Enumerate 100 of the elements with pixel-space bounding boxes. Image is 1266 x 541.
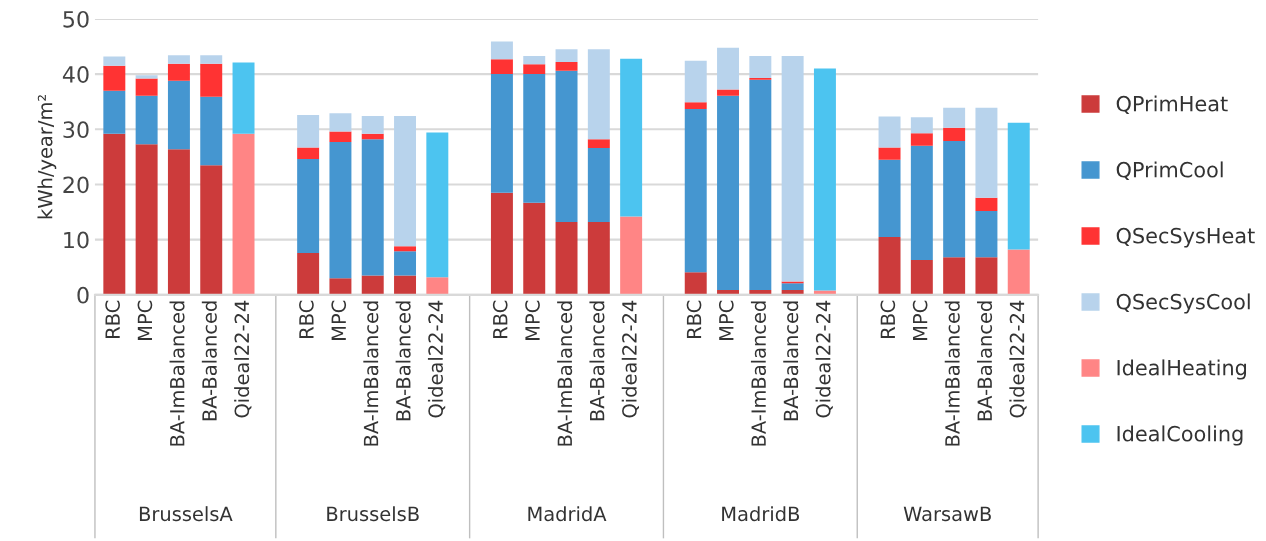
bar (943, 127, 966, 141)
bar (910, 145, 933, 261)
bar (684, 108, 707, 273)
bar (717, 89, 740, 96)
bar (910, 133, 933, 146)
x-tick-label: BA-Balanced (589, 301, 605, 421)
x-tick-label: RBC (880, 300, 896, 338)
x-tick-label: MPC (718, 300, 734, 340)
x-tick-label: RBC (686, 300, 702, 338)
bar (361, 133, 384, 140)
bar (910, 117, 933, 134)
bar (329, 113, 352, 132)
bar (878, 236, 901, 295)
bar (361, 139, 384, 276)
bar (975, 257, 998, 295)
bar (490, 41, 513, 60)
bar (167, 149, 190, 295)
bar (878, 147, 901, 160)
bar (523, 64, 546, 75)
bar (587, 139, 610, 149)
bar (361, 275, 384, 295)
x-tick-label: BA-ImBalanced (169, 301, 185, 446)
x-tick-label: BA-Balanced (977, 301, 993, 421)
x-tick-label: RBC (492, 300, 508, 338)
bar (200, 55, 223, 64)
bar (297, 159, 320, 253)
text: MadridA (528, 506, 607, 522)
x-tick-label: Qideal22-24 (427, 300, 446, 418)
legend-label: QPrimHeat (1116, 95, 1228, 114)
bar (103, 90, 126, 134)
bar (394, 246, 417, 252)
text: BrusselsB (327, 506, 419, 522)
bar (975, 197, 998, 211)
bar (749, 79, 772, 290)
bar (587, 222, 610, 295)
bar (1007, 122, 1030, 250)
bar (232, 62, 255, 134)
bar (587, 49, 610, 140)
bar (394, 275, 417, 295)
legend-label: QPrimCool (1116, 161, 1223, 180)
bar (717, 95, 740, 290)
bar (813, 68, 836, 291)
bar (394, 116, 417, 247)
bar (910, 260, 933, 295)
bar (813, 290, 836, 295)
bar (297, 147, 320, 160)
x-tick-label: RBC (105, 300, 120, 338)
bar (878, 116, 901, 148)
bar (781, 283, 804, 290)
bar (426, 277, 449, 295)
bar (232, 133, 255, 295)
y-tick-label: 40 (62, 66, 89, 83)
y-tick-label: 30 (63, 121, 89, 139)
x-tick-label: BA-ImBalanced (363, 301, 379, 446)
bar (555, 222, 578, 295)
text: BrusselsA (139, 506, 233, 522)
x-tick-label: Qideal22-24 (234, 300, 252, 418)
x-tick-label: MPC (331, 300, 347, 340)
bar (329, 131, 352, 142)
y-tick-label: 10 (64, 231, 89, 249)
bar (684, 60, 707, 103)
bar (103, 133, 126, 295)
x-tick-label: BA-Balanced (783, 301, 799, 421)
x-tick-label: MPC (137, 300, 153, 340)
x-tick-label: Qideal22-24 (815, 300, 833, 418)
bar (361, 116, 384, 134)
legend-label: QSecSysHeat (1116, 227, 1255, 248)
bar (135, 144, 158, 295)
bar (943, 107, 966, 128)
bar (167, 80, 190, 150)
bar (329, 278, 352, 295)
bar (1007, 249, 1030, 295)
bar (684, 102, 707, 109)
bar (555, 70, 578, 222)
bar (523, 55, 546, 65)
bar (200, 165, 223, 295)
bar (717, 47, 740, 90)
bar (587, 148, 610, 222)
bar (749, 55, 772, 78)
bar (523, 202, 546, 295)
bar (523, 74, 546, 203)
bar (878, 159, 901, 237)
text: MadridB (722, 506, 800, 522)
y-tick-label: 50 (63, 10, 89, 28)
bar (620, 58, 643, 217)
y-tick-label: 0 (77, 286, 89, 304)
legend-label: IdealHeating (1117, 359, 1247, 380)
x-tick-label: BA-Balanced (395, 301, 411, 421)
x-tick-label: MPC (912, 300, 928, 340)
y-axis-title: kWh/year/m² (37, 95, 57, 219)
bar (620, 216, 643, 295)
bar (555, 49, 578, 62)
bar (200, 96, 223, 166)
bar (167, 63, 190, 81)
bar (394, 251, 417, 276)
bar (297, 114, 320, 148)
x-tick-label: MPC (525, 300, 540, 340)
bar (684, 272, 707, 295)
bar (297, 252, 320, 295)
bar (555, 61, 578, 71)
